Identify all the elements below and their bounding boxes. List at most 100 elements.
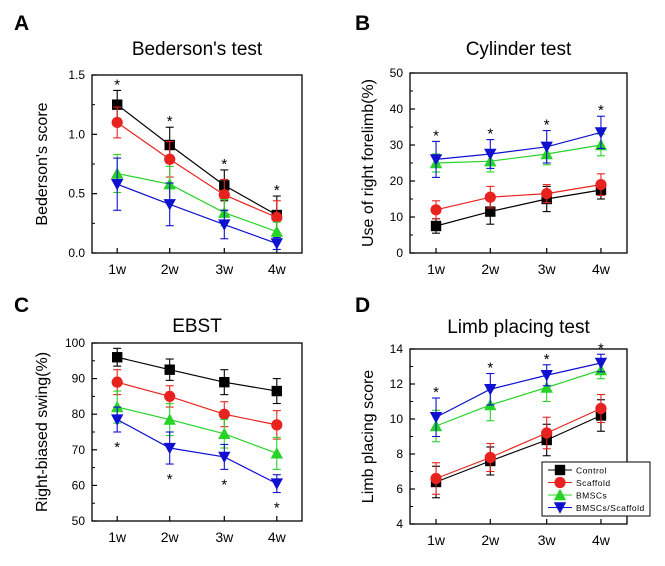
series-line xyxy=(116,121,278,218)
significance-star: * xyxy=(221,476,227,493)
plot-frame xyxy=(91,74,303,254)
chart-title: Cylinder test xyxy=(466,39,572,60)
y-tick-label: 10 xyxy=(390,412,404,426)
y-tick-label: 1.5 xyxy=(68,68,85,82)
data-point xyxy=(485,206,496,217)
series-scaffold xyxy=(430,393,607,495)
y-axis-label: Limb placing score xyxy=(360,370,377,504)
panel-letter: D xyxy=(355,294,370,317)
data-point xyxy=(218,189,230,201)
y-tick-label: 50 xyxy=(72,514,86,528)
series-bmscs-scaffold xyxy=(111,406,283,494)
legend-label: Control xyxy=(576,466,607,476)
data-point xyxy=(484,191,496,203)
significance-star: * xyxy=(544,117,550,134)
data-point xyxy=(429,412,443,424)
legend: Control Scaffold BMSCs BMSCs/Scaffold xyxy=(541,461,651,517)
legend-marker xyxy=(554,464,566,476)
series-control xyxy=(112,347,282,405)
y-tick-label: 30 xyxy=(390,138,404,152)
y-tick-label: 90 xyxy=(72,372,86,386)
data-point xyxy=(430,472,442,485)
significance-star: * xyxy=(487,360,493,377)
data-point xyxy=(163,442,176,455)
legend-label: BMSCs xyxy=(576,491,607,501)
significance-star: * xyxy=(167,113,173,130)
y-tick-label: 1.0 xyxy=(68,127,85,141)
y-tick-label: 6 xyxy=(396,482,403,496)
data-point xyxy=(270,238,283,250)
data-point xyxy=(164,364,175,375)
series-control xyxy=(430,180,607,234)
series-line xyxy=(435,369,602,427)
series-line xyxy=(116,183,278,245)
x-tick-label: 2w xyxy=(481,532,500,548)
significance-star: * xyxy=(598,102,604,119)
chart-title: Bederson's test xyxy=(132,39,263,60)
legend-label: Scaffold xyxy=(576,478,611,488)
data-point xyxy=(429,154,443,166)
y-tick-label: 0.5 xyxy=(68,187,85,201)
series-line xyxy=(117,356,277,392)
data-point xyxy=(112,99,123,110)
data-point xyxy=(540,381,553,393)
series-line xyxy=(435,414,602,483)
data-point xyxy=(218,408,230,420)
x-tick-label: 3w xyxy=(215,261,234,277)
x-tick-label: 2w xyxy=(161,529,180,545)
data-point xyxy=(111,116,123,129)
y-tick-label: 0.0 xyxy=(68,246,85,260)
series-scaffold xyxy=(430,173,607,220)
data-point xyxy=(271,211,283,223)
significance-star: * xyxy=(274,500,280,517)
x-tick-label: 4w xyxy=(592,261,611,277)
legend-marker xyxy=(553,488,567,501)
legend-marker xyxy=(553,502,567,514)
series-line xyxy=(435,362,602,418)
panel-b: B Cylinder test Use of right forelimb(%) 0 1… xyxy=(355,12,628,277)
panel-letter: A xyxy=(14,12,29,35)
data-point xyxy=(270,478,283,490)
data-point xyxy=(111,376,123,388)
significance-star: * xyxy=(433,384,439,401)
panel-d: D Limb placing test Limb placing score 4 6 8 1… xyxy=(355,294,651,548)
panel-letter: C xyxy=(14,294,29,317)
y-tick-label: 80 xyxy=(72,407,86,421)
significance-star: * xyxy=(114,76,120,93)
series-scaffold xyxy=(111,369,283,440)
data-point xyxy=(271,419,283,431)
data-point xyxy=(163,199,176,211)
x-tick-label: 2w xyxy=(481,261,500,277)
y-axis-label: Right-biased swing(%) xyxy=(34,352,51,512)
data-point xyxy=(484,148,497,161)
data-point xyxy=(484,384,497,396)
series-bmscs xyxy=(429,133,608,173)
data-point xyxy=(595,179,607,191)
legend-label: BMSCs/Scaffold xyxy=(576,503,645,513)
panel-c: C EBST Right-biased swing(%) 50 60 70 80 90 100 1… xyxy=(14,294,303,545)
series-bmscs xyxy=(111,153,283,242)
data-point xyxy=(541,188,553,200)
y-tick-label: 70 xyxy=(72,443,86,457)
significance-star: * xyxy=(433,127,439,144)
legend-marker xyxy=(554,476,566,489)
x-tick-label: 3w xyxy=(538,532,557,548)
x-tick-label: 4w xyxy=(592,532,611,548)
data-point xyxy=(594,127,608,139)
chart-title: Limb placing test xyxy=(447,317,590,338)
significance-star: * xyxy=(221,156,227,173)
series-line xyxy=(435,407,602,480)
series-bmscs-scaffold xyxy=(429,353,608,438)
significance-star: * xyxy=(598,340,604,357)
series-line xyxy=(117,381,277,426)
series-bmscs xyxy=(429,360,608,443)
x-tick-label: 4w xyxy=(268,529,287,545)
series-line xyxy=(435,131,602,160)
data-point xyxy=(540,141,553,153)
significance-star: * xyxy=(114,439,120,456)
y-tick-label: 40 xyxy=(390,102,404,116)
x-tick-label: 4w xyxy=(268,261,287,277)
y-tick-label: 50 xyxy=(390,66,404,80)
series-control xyxy=(112,89,282,235)
